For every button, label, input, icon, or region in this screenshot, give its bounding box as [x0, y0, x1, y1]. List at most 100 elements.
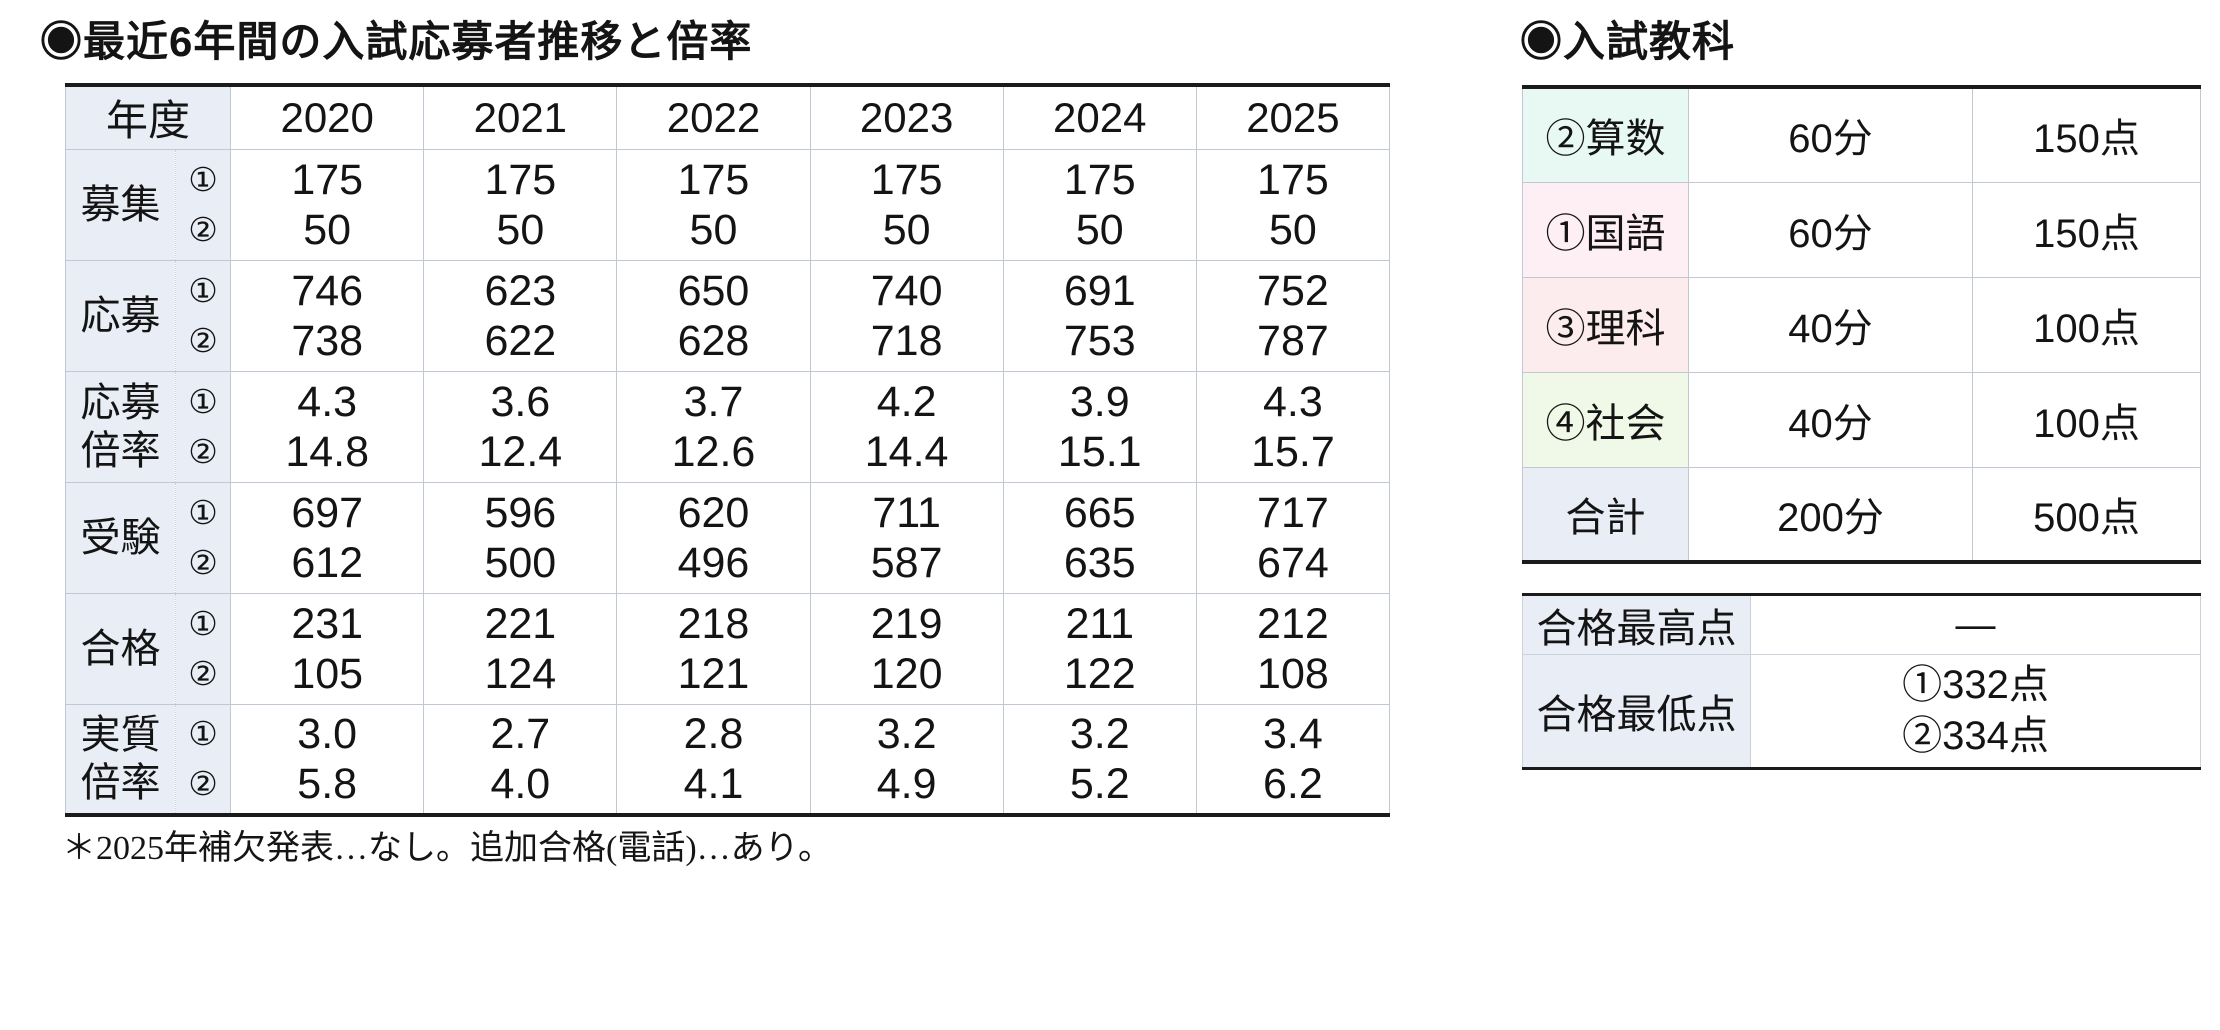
row-label: 応募 倍率 [64, 370, 177, 483]
subject-row: ①国語 60分 150点 [1522, 181, 2201, 278]
subject-name: ③理科 [1522, 276, 1689, 373]
value-cell: 218 121 [616, 592, 811, 705]
value-line: 105 [291, 649, 364, 698]
value-line: 50 [689, 205, 738, 254]
value-cell: 740 718 [809, 259, 1004, 372]
value-cell: 4.3 14.8 [230, 370, 425, 483]
value-cell: 623 622 [423, 259, 618, 372]
value-cell: 221 124 [423, 592, 618, 705]
value-line: 124 [484, 649, 557, 698]
value-line: 691 [1063, 266, 1136, 315]
value-cell: 620 496 [616, 481, 811, 594]
mark-circled-number: ① [188, 714, 218, 752]
subject-time: 60分 [1688, 181, 1973, 278]
subject-time: 60分 [1688, 86, 1973, 183]
value-cell: 3.2 5.2 [1002, 703, 1197, 816]
score-value-cell: — [1750, 594, 2201, 655]
value-line: 211 [1065, 599, 1135, 648]
year-header: 2025 [1195, 84, 1391, 150]
row-label: 合格 [64, 592, 177, 705]
subject-row: 合計 200分 500点 [1522, 466, 2201, 563]
footnote: ＊2025年補欠発表…なし。追加合格(電話)…あり。 [62, 830, 832, 867]
value-cell: 2.7 4.0 [423, 703, 618, 816]
value-line: 4.1 [683, 759, 744, 808]
pass-scores-table: 合格最高点 — 合格最低点 ①332点 ②334点 [1522, 593, 2201, 770]
value-line: 496 [677, 538, 750, 587]
value-line: 711 [872, 488, 941, 537]
score-row: 合格最高点 — [1522, 594, 2201, 655]
score-value-cell: ①332点 ②334点 [1750, 654, 2201, 769]
mark-circled-number: ① [188, 382, 218, 420]
value-line: 219 [870, 599, 943, 648]
value-line: 4.2 [876, 377, 937, 426]
trend-row: 応募 ① ② 746 738 623 622 650 628 740 718 691 753 752 787 [64, 259, 1391, 372]
value-cell: 596 500 [423, 481, 618, 594]
admissions-trend-table: 年度 2020 2021 2022 2023 2024 2025 募集 ① ② 175 50 175 50… [64, 83, 1391, 817]
value-line: 587 [870, 538, 943, 587]
year-header: 2024 [1002, 84, 1197, 150]
trend-row: 応募 倍率 ① ② 4.3 14.8 3.6 12.4 3.7 12.6 4.2 14.4 3.9 15… [64, 370, 1391, 483]
year-header: 2020 [230, 84, 425, 150]
mark-circled-number: ① [188, 604, 218, 642]
row-label: 募集 [64, 148, 177, 261]
value-line: 175 [1063, 155, 1136, 204]
value-line: 50 [1268, 205, 1317, 254]
value-line: 3.0 [297, 709, 358, 758]
value-cell: 211 122 [1002, 592, 1197, 705]
mark-circled-number: ② [188, 432, 218, 470]
value-line: 50 [1075, 205, 1124, 254]
value-line: 612 [291, 538, 364, 587]
subject-time: 40分 [1688, 371, 1973, 468]
subject-row: ②算数 60分 150点 [1522, 86, 2201, 183]
subject-points: 100点 [1972, 371, 2201, 468]
value-cell: 175 50 [616, 148, 811, 261]
row-label: 応募 [64, 259, 177, 372]
value-line: 221 [484, 599, 557, 648]
value-cell: 3.4 6.2 [1195, 703, 1391, 816]
mark-circled-number: ② [188, 654, 218, 692]
year-header: 2023 [809, 84, 1004, 150]
subject-name: 合計 [1522, 466, 1689, 563]
value-line: 50 [882, 205, 931, 254]
value-line: 752 [1257, 266, 1329, 315]
row-label: 受験 [64, 481, 177, 594]
value-line: 4.3 [1263, 377, 1323, 426]
value-cell: 746 738 [230, 259, 425, 372]
subject-name: ④社会 [1522, 371, 1689, 468]
value-line: 650 [677, 266, 750, 315]
mark-circled-number: ② [188, 210, 218, 248]
value-cell: 711 587 [809, 481, 1004, 594]
value-line: 175 [677, 155, 750, 204]
value-line: 3.2 [876, 709, 937, 758]
value-line: 2.8 [683, 709, 744, 758]
value-line: 718 [870, 316, 943, 365]
score-value-lines: — [1956, 600, 1996, 651]
value-cell: 697 612 [230, 481, 425, 594]
trend-row: 合格 ① ② 231 105 221 124 218 121 219 120 211 122 212 108 [64, 592, 1391, 705]
subject-points: 150点 [1972, 86, 2201, 183]
mark-circled-number: ② [188, 543, 218, 581]
row-label: 実質 倍率 [64, 703, 177, 816]
value-line: 746 [291, 266, 364, 315]
exam-subjects-table: ②算数 60分 150点 ①国語 60分 150点 ③理科 40分 100点 ④社会 40分 100点… [1522, 85, 2201, 564]
value-cell: 219 120 [809, 592, 1004, 705]
value-line: 5.2 [1069, 759, 1130, 808]
left-section-title: ◉最近6年間の入試応募者推移と倍率 [40, 18, 753, 65]
trend-header-row: 年度 2020 2021 2022 2023 2024 2025 [64, 84, 1391, 150]
value-line: 740 [870, 266, 943, 315]
value-cell: 3.6 12.4 [423, 370, 618, 483]
value-line: 623 [484, 266, 557, 315]
value-cell: 4.3 15.7 [1195, 370, 1391, 483]
value-cell: 752 787 [1195, 259, 1391, 372]
value-cell: 175 50 [1195, 148, 1391, 261]
score-label: 合格最低点 [1522, 654, 1751, 769]
score-row: 合格最低点 ①332点 ②334点 [1522, 654, 2201, 769]
subject-name: ①国語 [1522, 181, 1689, 278]
value-cell: 3.7 12.6 [616, 370, 811, 483]
score-value-line: ②334点 [1902, 714, 2049, 758]
value-line: 218 [677, 599, 750, 648]
